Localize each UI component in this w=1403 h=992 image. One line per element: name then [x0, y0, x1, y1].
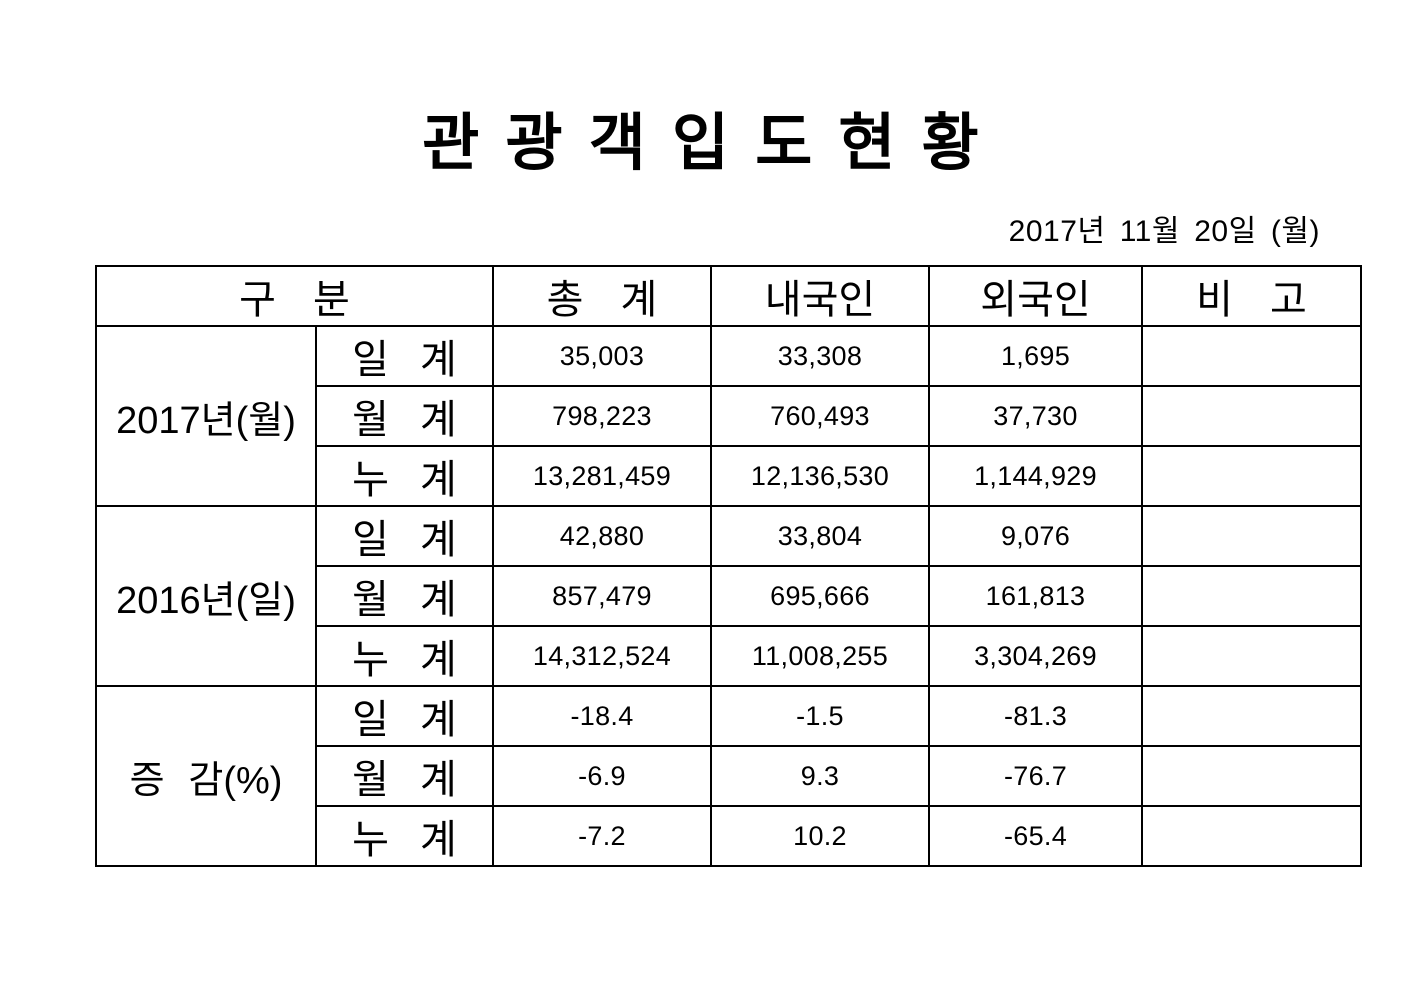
- header-domestic: 내국인: [710, 265, 930, 327]
- cell-total: -7.2: [492, 805, 712, 867]
- cell-total: -18.4: [492, 685, 712, 747]
- table-row: 2017년(월) 일 계 35,003 33,308 1,695: [95, 325, 1362, 507]
- cell-foreign: -76.7: [928, 745, 1143, 807]
- row-label-daily: 일 계: [315, 505, 494, 567]
- cell-foreign: 1,144,929: [928, 445, 1143, 507]
- row-label-monthly: 월 계: [315, 745, 494, 807]
- cell-total: 857,479: [492, 565, 712, 627]
- row-label-daily: 일 계: [315, 325, 494, 387]
- table-row: 누 계 14,312,524 11,008,255 3,304,269: [96, 625, 1362, 687]
- cell-total: 35,003: [492, 325, 712, 387]
- table-row: 월 계 798,223 760,493 37,730: [96, 385, 1362, 447]
- row-label-cumulative: 누 계: [315, 805, 494, 867]
- cell-note: [1141, 565, 1362, 627]
- cell-note: [1141, 745, 1362, 807]
- cell-note: [1141, 325, 1362, 387]
- group-label-2016: 2016년(일): [95, 505, 317, 687]
- table-row: 증 감(%) 일 계 -18.4 -1.5 -81.3: [95, 685, 1362, 867]
- header-foreign: 외국인: [928, 265, 1143, 327]
- cell-foreign: 161,813: [928, 565, 1143, 627]
- row-label-monthly: 월 계: [315, 385, 494, 447]
- cell-domestic: -1.5: [710, 685, 930, 747]
- cell-foreign: 1,695: [928, 325, 1143, 387]
- cell-total: 42,880: [492, 505, 712, 567]
- cell-foreign: 3,304,269: [928, 625, 1143, 687]
- cell-note: [1141, 805, 1362, 867]
- cell-domestic: 760,493: [710, 385, 930, 447]
- cell-domestic: 33,804: [710, 505, 930, 567]
- cell-total: -6.9: [492, 745, 712, 807]
- table-row: 2016년(일) 일 계 42,880 33,804 9,076: [95, 505, 1362, 687]
- cell-note: [1141, 445, 1362, 507]
- page-title: 관 광 객 입 도 현 황: [422, 109, 981, 178]
- table-row: 누 계 13,281,459 12,136,530 1,144,929: [96, 445, 1362, 507]
- cell-domestic: 10.2: [710, 805, 930, 867]
- cell-total: 798,223: [492, 385, 712, 447]
- cell-foreign: 9,076: [928, 505, 1143, 567]
- cell-foreign: 37,730: [928, 385, 1143, 447]
- header-row: 구 분 총 계 내국인 외국인 비 고: [95, 265, 1362, 327]
- cell-domestic: 12,136,530: [710, 445, 930, 507]
- cell-domestic: 33,308: [710, 325, 930, 387]
- table-row: 월 계 857,479 695,666 161,813: [96, 565, 1362, 627]
- group-label-change-pct: 증 감(%): [95, 685, 317, 867]
- group-label-2017: 2017년(월): [95, 325, 317, 507]
- header-total: 총 계: [492, 265, 712, 327]
- header-category: 구 분: [95, 265, 494, 327]
- cell-total: 13,281,459: [492, 445, 712, 507]
- cell-foreign: -81.3: [928, 685, 1143, 747]
- cell-total: 14,312,524: [492, 625, 712, 687]
- row-label-cumulative: 누 계: [315, 445, 494, 507]
- cell-domestic: 695,666: [710, 565, 930, 627]
- cell-note: [1141, 385, 1362, 447]
- report-date: 2017년 11월 20일 (월): [1008, 215, 1320, 248]
- cell-domestic: 11,008,255: [710, 625, 930, 687]
- tourist-arrival-table: 구 분 총 계 내국인 외국인 비 고 2017년(월) 일 계 35,003 …: [95, 265, 1362, 867]
- cell-foreign: -65.4: [928, 805, 1143, 867]
- table-row: 월 계 -6.9 9.3 -76.7: [96, 745, 1362, 807]
- cell-note: [1141, 685, 1362, 747]
- row-label-cumulative: 누 계: [315, 625, 494, 687]
- header-note: 비 고: [1141, 265, 1362, 327]
- cell-domestic: 9.3: [710, 745, 930, 807]
- row-label-daily: 일 계: [315, 685, 494, 747]
- row-label-monthly: 월 계: [315, 565, 494, 627]
- cell-note: [1141, 505, 1362, 567]
- table-row: 누 계 -7.2 10.2 -65.4: [96, 805, 1362, 867]
- cell-note: [1141, 625, 1362, 687]
